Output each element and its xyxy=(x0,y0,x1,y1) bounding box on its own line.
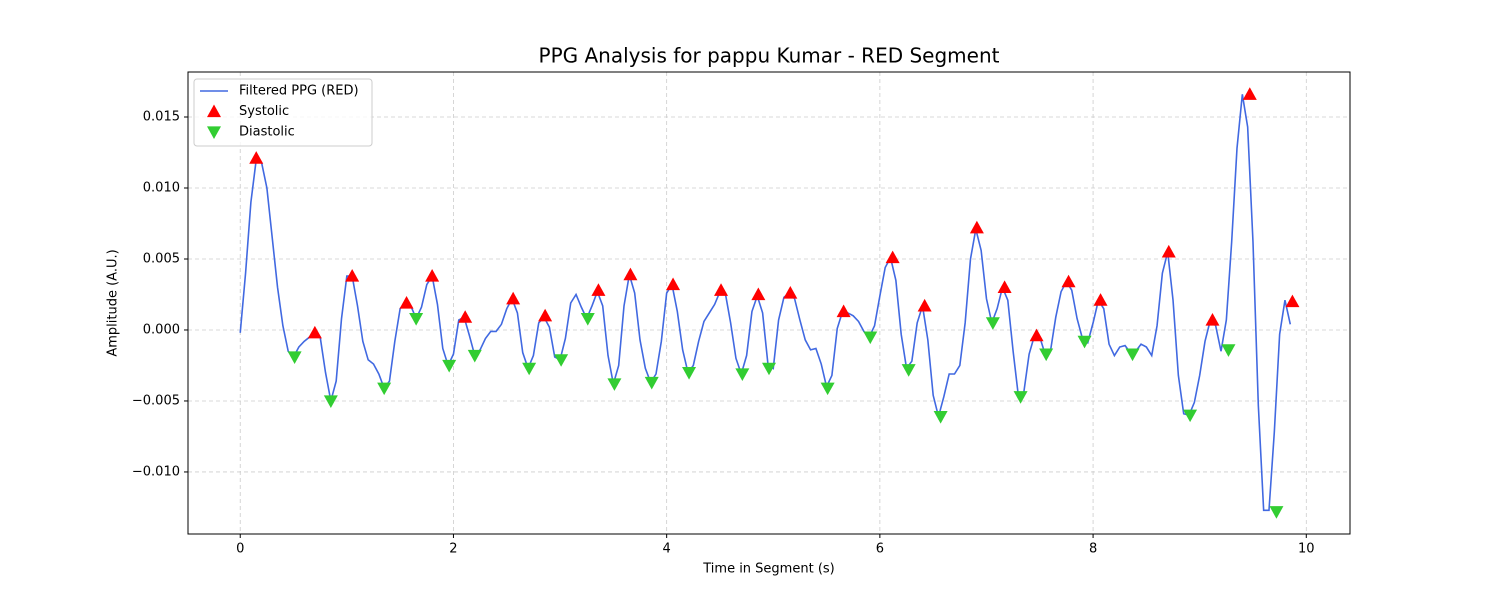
systolic-marker xyxy=(399,296,414,309)
diastolic-marker xyxy=(1039,348,1054,362)
diastolic-marker xyxy=(1269,506,1284,519)
diastolic-marker xyxy=(1013,391,1028,404)
systolic-marker xyxy=(1205,313,1220,326)
systolic-marker xyxy=(623,267,638,281)
systolic-marker xyxy=(458,310,473,323)
x-tick-label: 8 xyxy=(1089,542,1097,557)
diastolic-marker xyxy=(1221,344,1236,357)
diastolic-marker xyxy=(985,317,1000,330)
diastolic-marker xyxy=(682,366,697,380)
systolic-marker xyxy=(751,287,766,301)
systolic-marker xyxy=(345,269,360,282)
diastolic-marker xyxy=(287,351,302,364)
diastolic-marker xyxy=(762,362,776,376)
legend-label: Systolic xyxy=(239,104,289,119)
legend-swatch xyxy=(207,126,221,139)
systolic-marker xyxy=(836,304,851,318)
y-tick-label: 0.000 xyxy=(143,322,180,337)
systolic-marker xyxy=(506,291,521,305)
legend-label: Filtered PPG (RED) xyxy=(239,84,359,99)
legend-label: Diastolic xyxy=(239,125,295,140)
y-tick-label: 0.010 xyxy=(143,180,180,195)
diastolic-marker xyxy=(644,376,659,390)
plot-frame xyxy=(187,71,1351,535)
y-tick-label: −0.005 xyxy=(132,393,180,408)
diastolic-marker xyxy=(554,354,569,367)
systolic-marker xyxy=(1093,293,1108,306)
y-axis-label: Amplitude (A.U.) xyxy=(106,249,121,356)
diastolic-marker xyxy=(323,395,338,408)
systolic-marker xyxy=(969,220,984,234)
systolic-marker xyxy=(714,283,729,296)
diastolic-marker xyxy=(607,378,622,391)
systolic-marker xyxy=(1285,294,1300,308)
y-tick-label: 0.015 xyxy=(143,110,180,125)
diastolic-marker xyxy=(467,349,482,363)
plot xyxy=(239,87,1300,519)
diastolic-marker xyxy=(933,410,948,424)
diastolic-marker xyxy=(863,331,878,345)
diastolic-marker xyxy=(1125,348,1140,362)
systolic-marker xyxy=(425,269,440,282)
systolic-marker xyxy=(1161,244,1176,258)
x-tick-label: 10 xyxy=(1298,542,1315,557)
systolic-marker xyxy=(591,283,606,296)
y-tick-label: 0.005 xyxy=(143,251,180,266)
chart-title: PPG Analysis for pappu Kumar - RED Segme… xyxy=(539,44,1000,68)
x-tick-label: 2 xyxy=(449,542,457,557)
systolic-marker xyxy=(666,277,681,291)
diastolic-marker xyxy=(522,362,537,376)
diastolic-marker xyxy=(409,313,424,326)
diastolic-marker xyxy=(735,368,750,381)
diastolic-marker xyxy=(442,359,457,373)
x-tick-label: 0 xyxy=(236,542,244,557)
systolic-marker xyxy=(1061,274,1076,288)
diastolic-marker xyxy=(1077,335,1092,349)
systolic-marker xyxy=(997,280,1012,293)
systolic-marker xyxy=(885,250,900,264)
y-tick-label: −0.010 xyxy=(132,464,180,479)
diastolic-marker xyxy=(901,364,916,377)
x-tick-label: 6 xyxy=(876,542,884,557)
systolic-marker xyxy=(307,325,322,339)
systolic-marker xyxy=(538,308,553,322)
diastolic-marker xyxy=(580,313,595,326)
systolic-marker xyxy=(917,298,932,312)
systolic-marker xyxy=(249,151,264,164)
x-axis-label: Time in Segment (s) xyxy=(702,562,834,577)
legend-box xyxy=(193,78,373,147)
grid xyxy=(188,72,1350,534)
legend-swatch xyxy=(207,104,221,118)
systolic-marker xyxy=(1029,328,1044,342)
diastolic-marker xyxy=(820,382,835,396)
systolic-marker xyxy=(783,286,798,299)
legend: Filtered PPG (RED) Systolic Diastolic xyxy=(193,78,373,147)
x-tick-label: 4 xyxy=(663,542,671,557)
diastolic-marker xyxy=(377,382,392,396)
systolic-marker xyxy=(1242,87,1257,100)
diastolic-marker xyxy=(1183,409,1198,423)
